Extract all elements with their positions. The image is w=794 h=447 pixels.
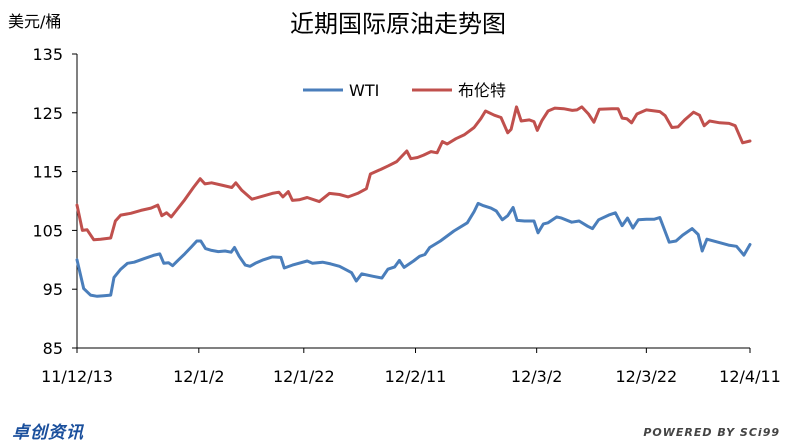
legend-label-1: 布伦特 [458, 81, 506, 100]
x-tick-label: 12/3/2 [511, 367, 563, 386]
x-tick-label: 12/4/11 [719, 367, 781, 386]
powered-by-text: POWERED BY SCi99 [643, 426, 780, 439]
series-line-1 [75, 105, 752, 242]
y-tick-label: 115 [32, 163, 63, 182]
y-tick-label: 125 [32, 104, 63, 123]
chart-title: 近期国际原油走势图 [290, 10, 506, 38]
tick-labels: 85 95 105 115 125 135 11/12/13 12/1/2 12/1/22 12/… [32, 45, 780, 386]
x-tick-label: 12/1/2 [173, 367, 225, 386]
x-tick-label: 12/3/22 [616, 367, 678, 386]
series-lines [75, 105, 752, 298]
legend: WTI 布伦特 [303, 81, 506, 100]
axes [72, 53, 751, 353]
y-axis-unit-label: 美元/桶 [8, 12, 61, 31]
y-tick-label: 135 [32, 45, 63, 64]
y-tick-label: 85 [43, 339, 63, 358]
x-tick-label: 12/2/11 [385, 367, 447, 386]
y-tick-label: 95 [43, 280, 63, 299]
x-tick-label: 12/1/22 [273, 367, 335, 386]
y-tick-label: 105 [32, 221, 63, 240]
series-line-0 [75, 201, 752, 298]
legend-label-0: WTI [349, 81, 379, 100]
sci99-logo: 卓创资讯 [12, 423, 84, 443]
x-tick-label: 11/12/13 [41, 367, 113, 386]
